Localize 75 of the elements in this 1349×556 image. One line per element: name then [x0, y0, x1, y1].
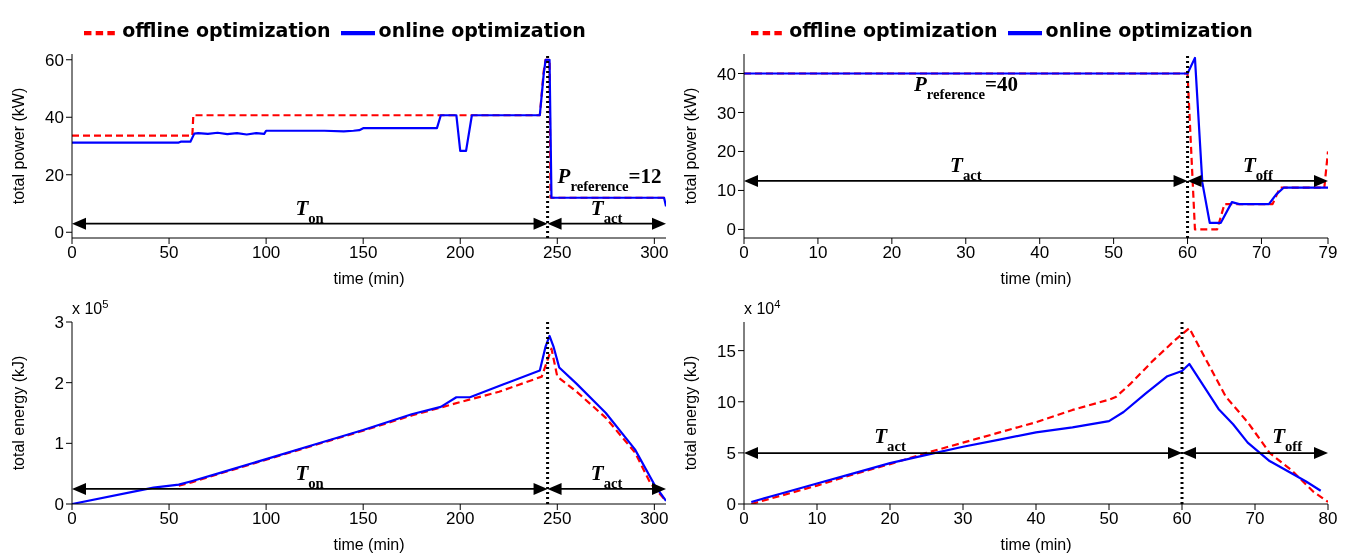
x-axis-title: time (min): [1000, 536, 1072, 553]
x-tick-label: 20: [880, 509, 900, 529]
annotation: T$_{act}$: [590, 461, 623, 492]
legend-label: offline optimization: [122, 18, 331, 41]
annotation: T$_{on}$: [295, 196, 324, 226]
text: x 10$^{5}$: [72, 297, 109, 317]
annotation: T$_{act}$: [590, 196, 623, 226]
y-tick-label: 3: [54, 313, 64, 333]
y-axis-title: total energy (kJ): [681, 355, 699, 471]
x-tick-label: 70: [1252, 243, 1271, 263]
annotation: T$_{off}$: [1272, 424, 1304, 455]
x-tick-label: 150: [348, 243, 378, 263]
x-tick-label: 80: [1318, 509, 1338, 529]
x-tick-label: 50: [1099, 509, 1119, 529]
x-tick-label: 50: [159, 509, 179, 529]
x-tick-label: 30: [953, 509, 973, 529]
y-tick-label: 40: [45, 108, 64, 128]
x-tick-label: 30: [956, 243, 976, 263]
x-tick-label: 70: [1245, 509, 1265, 529]
x-tick-label: 0: [67, 243, 77, 263]
x-tick-label: 0: [67, 509, 77, 529]
annotation: P$_{reference}$=40: [912, 71, 1018, 102]
y-tick-label: 2: [54, 373, 64, 393]
y-tick-label: 20: [45, 165, 64, 185]
x-tick-label: 40: [1030, 243, 1050, 263]
x-tick-label: 10: [807, 509, 827, 529]
x-tick-label: 300: [640, 243, 669, 263]
x-tick-label: 50: [1104, 243, 1124, 263]
line-series: [750, 327, 1328, 504]
annotation: T$_{act}$: [950, 152, 982, 183]
annotation: P$_{reference}$=12: [556, 163, 662, 194]
x-tick-label: 100: [251, 243, 281, 263]
x-tick-label: 20: [882, 243, 902, 263]
x-tick-label: 300: [640, 509, 669, 529]
annotation: T$_{off}$: [1242, 152, 1274, 183]
legend-label: online optimization: [1045, 18, 1253, 41]
y-tick-label: 10: [717, 181, 736, 201]
y-axis-title: total power (kW): [9, 87, 27, 205]
y-tick-label: 0: [54, 495, 64, 515]
y-tick-label: 40: [717, 64, 736, 84]
x-tick-label: 100: [251, 509, 281, 529]
x-tick-label: 250: [543, 509, 572, 529]
legend-label: online optimization: [378, 18, 586, 41]
y-tick-label: 0: [54, 223, 64, 243]
annotation: T$_{on}$: [295, 461, 324, 492]
x-axis-title: time (min): [333, 270, 405, 287]
y-tick-label: 1: [54, 434, 64, 454]
x-tick-label: 60: [1178, 243, 1198, 263]
y-tick-label: 0: [726, 495, 736, 515]
line-series: [750, 362, 1322, 504]
y-axis-title: total energy (kJ): [9, 355, 27, 471]
y-tick-label: 5: [726, 443, 736, 463]
legend-label: offline optimization: [789, 18, 998, 41]
x-tick-label: 250: [543, 243, 572, 263]
y-tick-label: 60: [45, 50, 64, 70]
x-axis-title: time (min): [333, 536, 405, 553]
y-tick-label: 10: [717, 392, 736, 412]
text: x 10$^{4}$: [744, 297, 781, 317]
y-tick-label: 0: [726, 220, 736, 240]
x-tick-label: 0: [739, 509, 749, 529]
y-tick-label: 15: [717, 341, 736, 361]
x-tick-label: 50: [159, 243, 179, 263]
x-tick-label: 10: [808, 243, 828, 263]
annotation: T$_{act}$: [874, 424, 906, 455]
x-tick-label: 60: [1172, 509, 1192, 529]
x-tick-label: 200: [446, 509, 475, 529]
y-axis-title: total power (kW): [681, 87, 699, 205]
x-tick-label: 0: [739, 243, 749, 263]
x-tick-label: 150: [348, 509, 378, 529]
y-tick-label: 30: [717, 103, 736, 123]
x-tick-label: 40: [1026, 509, 1046, 529]
x-tick-label: 79: [1318, 243, 1338, 263]
y-tick-label: 20: [717, 142, 736, 162]
x-tick-label: 200: [446, 243, 475, 263]
x-axis-title: time (min): [1000, 270, 1072, 287]
